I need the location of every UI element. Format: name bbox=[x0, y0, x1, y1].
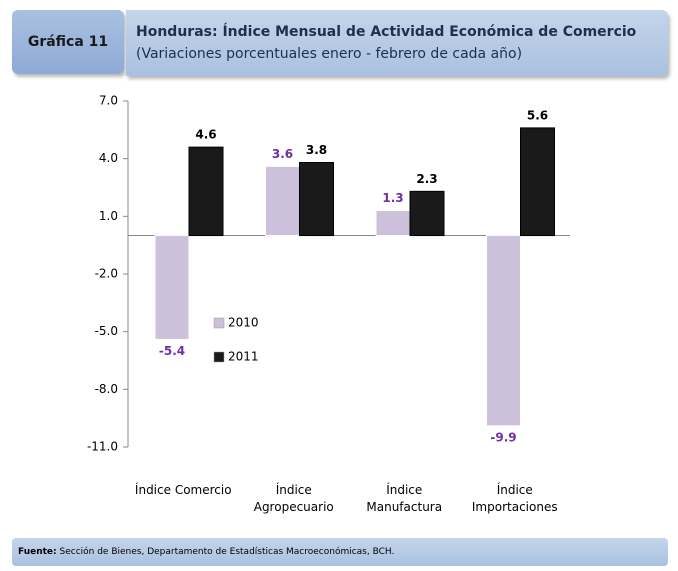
y-tick-label: 1.0 bbox=[99, 209, 118, 223]
bar bbox=[520, 127, 555, 237]
source-note: Fuente: Sección de Bienes, Departamento … bbox=[12, 538, 668, 566]
title-band: Honduras: Índice Mensual de Actividad Ec… bbox=[126, 10, 668, 76]
y-tick-label: -11.0 bbox=[87, 440, 118, 454]
legend-label: 2010 bbox=[228, 316, 259, 330]
bar bbox=[299, 162, 334, 237]
bar bbox=[375, 210, 411, 237]
bar bbox=[188, 146, 224, 237]
data-label: -9.9 bbox=[490, 430, 516, 444]
data-label: 1.3 bbox=[382, 191, 403, 205]
legend-label: 2011 bbox=[228, 350, 259, 364]
y-tick-label: -8.0 bbox=[95, 382, 118, 396]
bar bbox=[486, 235, 521, 427]
chart-subtitle: (Variaciones porcentuales enero - febrer… bbox=[136, 46, 523, 62]
x-tick-label: Índice Manufactura bbox=[366, 483, 443, 514]
y-tick-label: 4.0 bbox=[99, 151, 118, 165]
data-label: 5.6 bbox=[527, 108, 548, 122]
data-label: 2.3 bbox=[416, 172, 437, 186]
x-tick-label: Índice Comercio bbox=[134, 483, 232, 497]
y-tick-label: 7.0 bbox=[99, 94, 118, 108]
x-tick-label: Índice Agropecuario bbox=[253, 483, 334, 514]
source-label: Fuente: bbox=[18, 547, 57, 557]
data-label: 4.6 bbox=[195, 128, 216, 142]
chart-title: Honduras: Índice Mensual de Actividad Ec… bbox=[136, 24, 637, 40]
source-text: Sección de Bienes, Departamento de Estad… bbox=[59, 547, 395, 557]
bar bbox=[265, 165, 300, 237]
y-tick-label: -5.0 bbox=[95, 324, 118, 338]
chart-number: Gráfica 11 bbox=[12, 10, 124, 74]
bar bbox=[154, 235, 190, 340]
x-tick-label: Índice Importaciones bbox=[471, 483, 558, 514]
bar bbox=[409, 190, 445, 237]
legend-swatch bbox=[213, 351, 225, 363]
data-label: 3.8 bbox=[306, 143, 327, 157]
data-label: 3.6 bbox=[272, 147, 293, 161]
data-label: -5.4 bbox=[159, 344, 185, 358]
legend-swatch bbox=[213, 317, 225, 329]
y-tick-label: -2.0 bbox=[95, 267, 118, 281]
